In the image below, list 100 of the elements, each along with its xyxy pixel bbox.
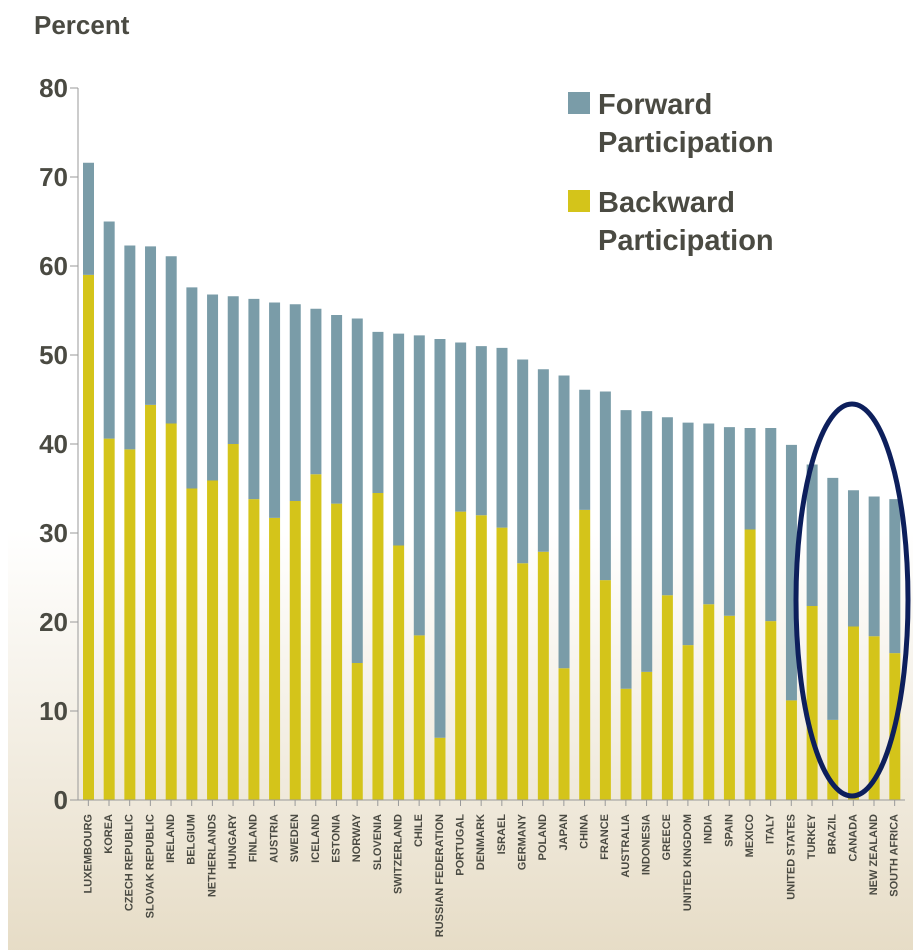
x-tick-label: ISRAEL — [496, 814, 508, 854]
bar — [806, 606, 818, 800]
x-tick-label: ICELAND — [310, 814, 322, 863]
x-tick-label: GERMANY — [516, 813, 529, 870]
bar — [744, 428, 756, 530]
bar — [703, 604, 714, 800]
bar — [579, 390, 590, 510]
bar — [372, 492, 384, 800]
bar — [207, 480, 218, 800]
bar — [104, 438, 115, 800]
x-tick-label: RUSSIAN FEDERATION — [434, 814, 446, 938]
bar — [496, 528, 508, 800]
x-tick-label: SPAIN — [723, 814, 736, 847]
bar — [765, 621, 776, 800]
y-tick-label: 40 — [39, 429, 68, 460]
bar — [290, 304, 301, 501]
x-tick-label: MEXICO — [744, 814, 756, 858]
x-tick-label: NORWAY — [351, 813, 364, 862]
bar — [186, 287, 198, 488]
bar — [889, 499, 900, 654]
bar — [166, 256, 177, 424]
bar — [310, 474, 322, 800]
y-tick-label: 20 — [39, 607, 68, 638]
bar — [145, 246, 156, 405]
x-tick-label: JAPAN — [558, 814, 570, 850]
bar — [620, 688, 632, 800]
x-tick-label: TURKEY — [806, 813, 818, 860]
bar — [641, 672, 652, 800]
x-tick-label: NETHERLANDS — [206, 814, 218, 898]
bar — [476, 346, 487, 516]
x-tick-label: SWEDEN — [289, 814, 302, 862]
bar — [83, 274, 94, 800]
bar — [682, 422, 694, 646]
y-tick-label: 70 — [39, 162, 68, 192]
x-tick-label: PORTUGAL — [454, 814, 466, 876]
x-tick-label: LUXEMBOURG — [82, 814, 94, 894]
x-tick-label: UNITED STATES — [785, 814, 798, 900]
bar — [310, 308, 322, 474]
x-tick-label: NEW ZEALAND — [868, 814, 880, 896]
x-tick-label: UNITED KINGDOM — [682, 814, 694, 912]
y-tick-label: 0 — [54, 785, 68, 816]
x-tick-label: BRAZIL — [826, 814, 839, 854]
bar — [290, 500, 301, 800]
bar — [414, 335, 425, 636]
bar — [765, 428, 776, 622]
x-tick-label: INDIA — [702, 814, 715, 844]
bar — [868, 636, 880, 800]
bar — [600, 580, 611, 800]
bar — [269, 302, 280, 518]
bar — [455, 512, 466, 800]
x-tick-label: AUSTRALIA — [620, 814, 632, 878]
bar — [682, 645, 694, 800]
bar — [744, 529, 756, 800]
bar — [827, 478, 838, 720]
bar — [434, 738, 446, 800]
x-tick-label: SWITZERLAND — [392, 814, 404, 894]
x-tick-label: POLAND — [537, 814, 550, 860]
bar — [724, 427, 735, 616]
bar — [372, 332, 384, 493]
x-tick-label: SOUTH AFRICA — [888, 814, 901, 897]
bar — [393, 545, 404, 800]
y-axis-title: Percent — [34, 10, 130, 41]
bar — [269, 518, 280, 800]
bar — [600, 391, 611, 580]
bar — [476, 515, 487, 800]
bar — [352, 662, 363, 800]
bar — [207, 294, 218, 480]
x-tick-label: KOREA — [103, 814, 116, 854]
x-tick-label: ESTONIA — [330, 814, 342, 863]
bar — [517, 563, 528, 800]
bar — [848, 490, 859, 626]
bar — [124, 449, 136, 800]
bar — [662, 417, 673, 596]
x-tick-label: CZECH REPUBLIC — [124, 814, 136, 912]
bar — [786, 700, 797, 800]
x-tick-label: AUSTRIA — [268, 814, 280, 863]
x-tick-label: FINLAND — [248, 814, 260, 862]
bar — [455, 342, 466, 512]
bar — [104, 222, 115, 439]
bar — [145, 404, 156, 800]
x-tick-label: FRANCE — [599, 814, 612, 860]
bar — [414, 635, 425, 800]
bar — [848, 626, 859, 800]
x-tick-label: SLOVENIA — [372, 814, 384, 870]
bar — [228, 296, 239, 444]
x-tick-label: BELGIUM — [186, 814, 198, 865]
bar — [641, 411, 652, 672]
bar — [558, 668, 570, 800]
bar — [806, 464, 818, 606]
bar — [538, 369, 549, 552]
bar — [724, 616, 735, 800]
bar — [579, 510, 590, 800]
bar — [496, 348, 508, 528]
x-tick-label: DENMARK — [475, 814, 488, 870]
y-tick-label: 80 — [39, 73, 68, 104]
bar — [662, 595, 673, 800]
bar — [83, 162, 94, 275]
y-tick-label: 50 — [39, 340, 68, 370]
bar — [248, 499, 260, 800]
bar — [703, 424, 714, 604]
